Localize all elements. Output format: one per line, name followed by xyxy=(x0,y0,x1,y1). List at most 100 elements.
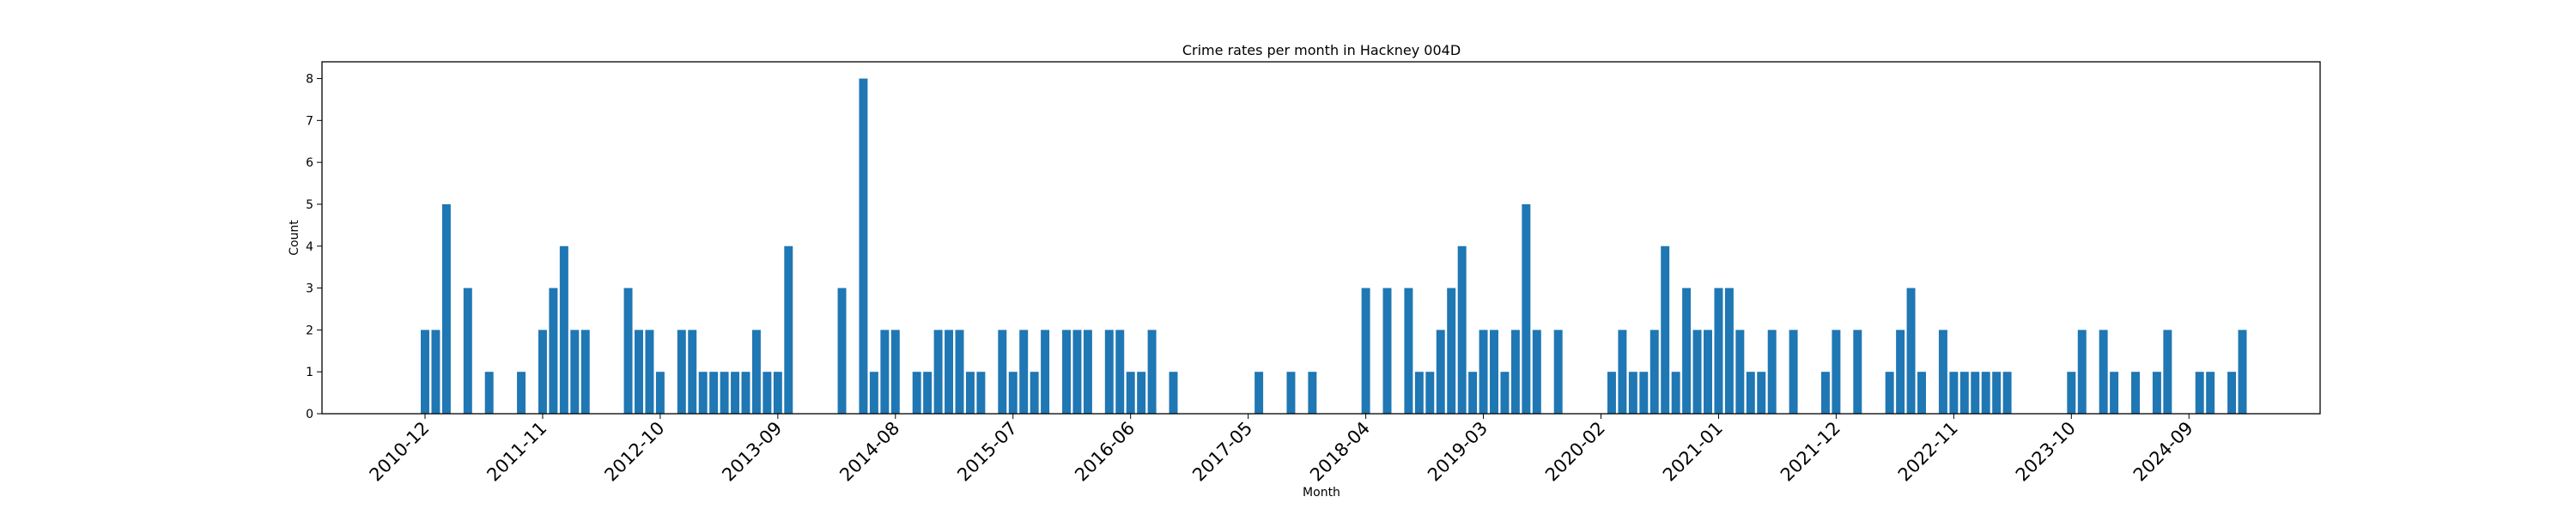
bar xyxy=(623,288,633,414)
x-tick-label: 2019-03 xyxy=(1424,418,1492,486)
bar xyxy=(1019,330,1029,414)
bar xyxy=(880,330,890,414)
bar xyxy=(955,330,964,414)
bar xyxy=(1510,330,1520,414)
bar xyxy=(517,372,526,414)
x-tick-label: 2017-05 xyxy=(1188,418,1256,486)
bar xyxy=(859,78,868,415)
bar xyxy=(441,203,451,414)
bar xyxy=(1607,372,1616,414)
bar xyxy=(549,288,558,414)
bar xyxy=(751,330,761,414)
bar xyxy=(837,288,847,414)
y-tick-label: 2 xyxy=(306,324,313,337)
bar xyxy=(421,330,429,414)
bar xyxy=(2152,372,2161,414)
bar xyxy=(762,372,772,414)
x-tick-label: 2013-09 xyxy=(718,418,786,486)
bar xyxy=(698,372,708,414)
bar xyxy=(1628,372,1637,414)
bar xyxy=(1425,372,1435,414)
bar xyxy=(1757,372,1766,414)
bar xyxy=(2131,372,2140,414)
x-tick-label: 2024-09 xyxy=(2129,418,2197,486)
bar xyxy=(1820,372,1830,414)
bar xyxy=(1971,372,1980,414)
bar xyxy=(1126,372,1135,414)
bar xyxy=(1735,330,1745,414)
bar xyxy=(998,330,1007,414)
bar xyxy=(912,372,921,414)
x-tick-label: 2021-01 xyxy=(1659,418,1727,486)
bar xyxy=(1468,372,1478,414)
bar xyxy=(1724,288,1734,414)
bar xyxy=(688,330,697,414)
bar xyxy=(2163,330,2172,414)
chart-title: Crime rates per month in Hackney 004D xyxy=(1182,42,1461,58)
x-tick-label: 2014-08 xyxy=(835,418,903,486)
bar xyxy=(1083,330,1092,414)
bar xyxy=(1949,372,1959,414)
bar xyxy=(645,330,654,414)
bar xyxy=(1169,372,1178,414)
bar xyxy=(1692,330,1702,414)
bar xyxy=(1382,288,1392,414)
y-tick-label: 8 xyxy=(306,73,313,87)
bar xyxy=(431,330,440,414)
bar xyxy=(2195,372,2204,414)
bar xyxy=(1767,330,1777,414)
y-tick-label: 5 xyxy=(306,198,313,212)
bar xyxy=(655,372,665,414)
bar xyxy=(869,372,878,414)
bar xyxy=(1030,372,1039,414)
x-axis-label: Month xyxy=(1303,486,1340,500)
bar xyxy=(1522,203,1531,414)
x-tick-label: 2022-11 xyxy=(1894,418,1962,486)
y-tick-label: 3 xyxy=(306,282,313,296)
bar xyxy=(965,372,975,414)
x-tick-label: 2012-10 xyxy=(600,418,668,486)
bar xyxy=(2099,330,2108,414)
bar xyxy=(709,372,719,414)
bar xyxy=(720,372,729,414)
y-tick-label: 0 xyxy=(306,408,313,421)
bar xyxy=(677,330,686,414)
bar xyxy=(1308,372,1317,414)
y-tick-label: 7 xyxy=(306,114,313,128)
bar xyxy=(1896,330,1905,414)
bar xyxy=(463,288,472,414)
bar xyxy=(1500,372,1510,414)
bar xyxy=(1115,330,1125,414)
bar xyxy=(2077,330,2087,414)
bar xyxy=(1137,372,1146,414)
bar xyxy=(1618,330,1627,414)
bar xyxy=(890,330,900,414)
x-tick-label: 2020-02 xyxy=(1541,418,1609,486)
plot-area-frame xyxy=(321,61,2321,415)
bar xyxy=(1832,330,1841,414)
bar xyxy=(1147,330,1157,414)
bar xyxy=(1714,288,1723,414)
bar xyxy=(2002,372,2012,414)
bar xyxy=(1981,372,1990,414)
bar xyxy=(570,330,580,414)
bar xyxy=(1361,288,1370,414)
bar xyxy=(1885,372,1894,414)
bar xyxy=(1062,330,1071,414)
bar xyxy=(1008,372,1018,414)
bar xyxy=(1479,330,1488,414)
bar xyxy=(1938,330,1947,414)
bar xyxy=(580,330,590,414)
x-tick-label: 2015-07 xyxy=(953,418,1021,486)
bar xyxy=(976,372,986,414)
bar xyxy=(559,245,568,414)
x-tick-label: 2023-10 xyxy=(2012,418,2080,486)
bar xyxy=(1436,330,1445,414)
bar xyxy=(1992,372,2002,414)
bar xyxy=(2110,372,2119,414)
bar xyxy=(923,372,933,414)
bar xyxy=(784,245,793,414)
bar xyxy=(538,330,547,414)
bar xyxy=(1661,245,1670,414)
